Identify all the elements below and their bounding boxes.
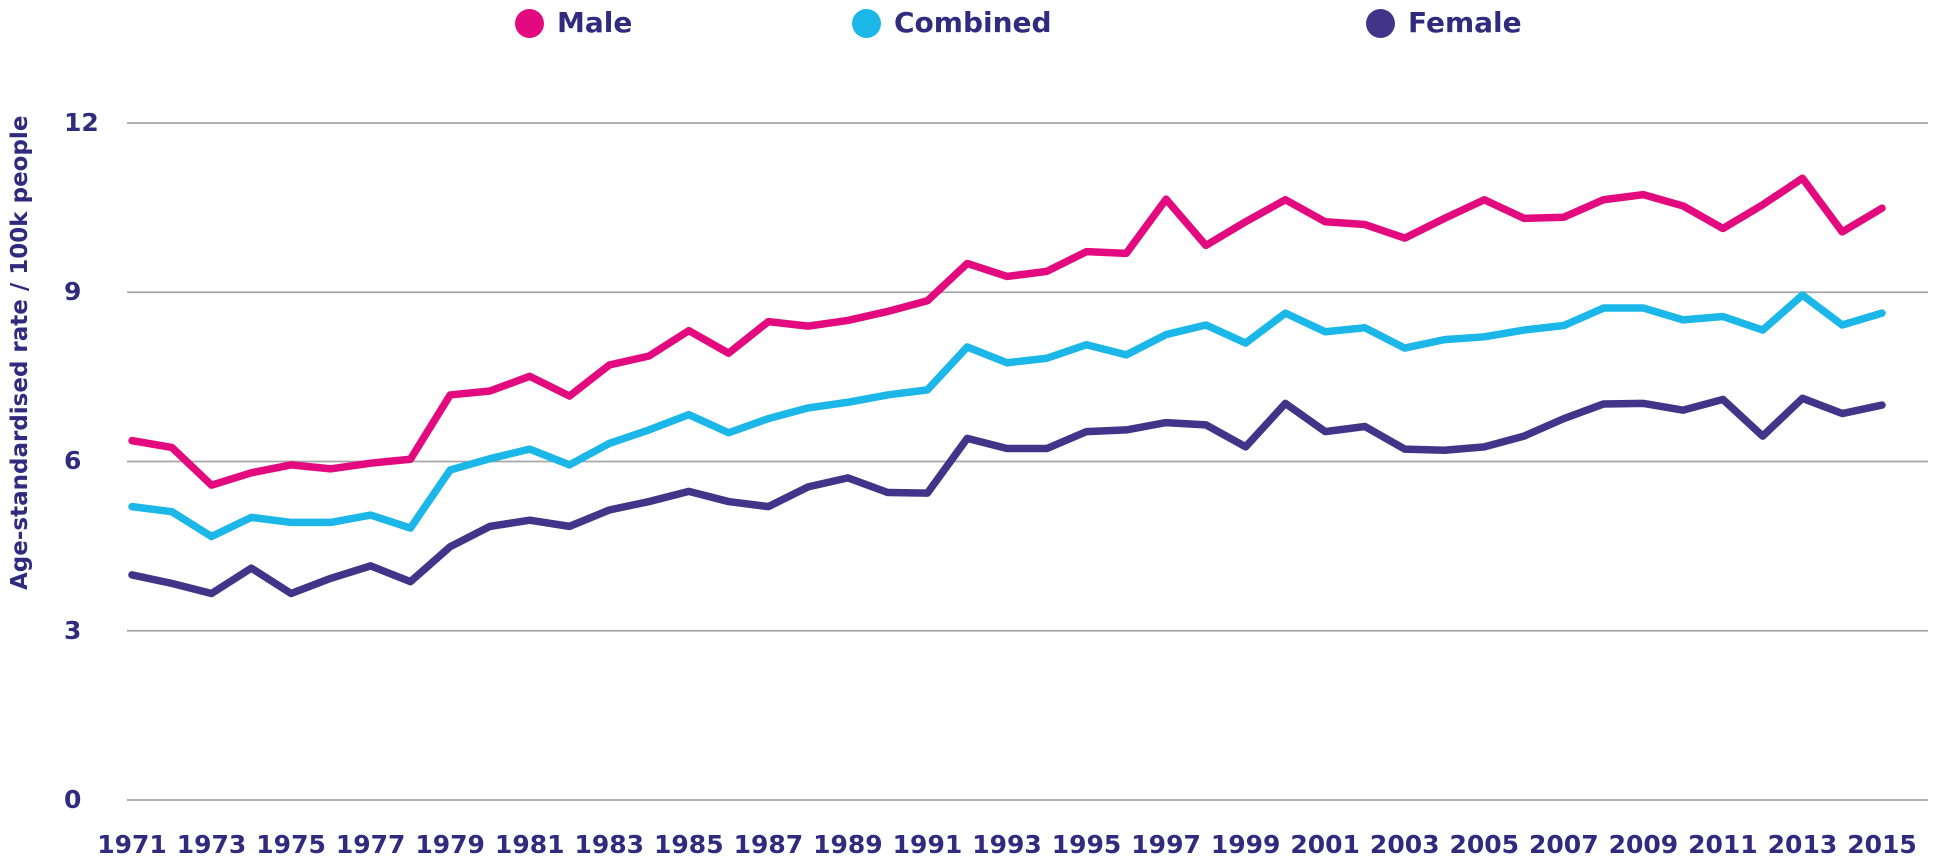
x-tick-label-1997: 1997: [1131, 830, 1201, 859]
x-tick-label-1975: 1975: [256, 830, 326, 859]
y-tick-label-6: 6: [64, 446, 82, 476]
x-tick-label-2015: 2015: [1847, 830, 1917, 859]
x-tick-label-1973: 1973: [176, 830, 247, 859]
y-tick-label-0: 0: [64, 785, 82, 814]
female-legend-dot-icon: [1366, 8, 1395, 38]
x-tick-label-1981: 1981: [494, 830, 565, 859]
combined-legend-dot-icon: [852, 8, 881, 38]
male-legend-label: Male: [557, 6, 633, 39]
x-tick-label-1991: 1991: [892, 830, 963, 859]
x-tick-label-1989: 1989: [813, 830, 883, 859]
legend-item-combined: Combined: [852, 6, 1052, 40]
female-legend-label: Female: [1408, 6, 1522, 39]
male-legend-dot-icon: [515, 8, 544, 38]
y-tick-label-9: 9: [64, 277, 82, 307]
x-tick-label-1993: 1993: [972, 830, 1042, 859]
x-tick-label-1985: 1985: [654, 830, 724, 859]
x-tick-label-2013: 2013: [1767, 830, 1838, 859]
x-tick-label-1987: 1987: [733, 830, 804, 859]
combined-legend-label: Combined: [894, 6, 1052, 39]
x-tick-label-2003: 2003: [1369, 830, 1440, 859]
legend-item-male: Male: [515, 6, 632, 40]
x-tick-label-2001: 2001: [1290, 830, 1360, 859]
x-tick-label-1999: 1999: [1210, 830, 1281, 859]
y-tick-label-3: 3: [64, 615, 82, 645]
x-tick-label-2011: 2011: [1688, 830, 1758, 859]
x-tick-label-1979: 1979: [415, 830, 485, 859]
y-tick-label-12: 12: [64, 107, 99, 137]
series-line-combined: [128, 291, 1886, 541]
series-line-female: [128, 394, 1886, 598]
x-tick-label-2009: 2009: [1608, 830, 1679, 859]
x-tick-label-1995: 1995: [1051, 830, 1122, 859]
x-tick-label-1977: 1977: [335, 830, 406, 859]
series-line-male: [128, 174, 1886, 489]
x-tick-label-2007: 2007: [1529, 830, 1599, 859]
x-tick-label-1983: 1983: [574, 830, 645, 859]
x-tick-label-2005: 2005: [1449, 830, 1520, 859]
legend-item-female: Female: [1366, 6, 1522, 40]
x-tick-label-1971: 1971: [97, 830, 167, 859]
